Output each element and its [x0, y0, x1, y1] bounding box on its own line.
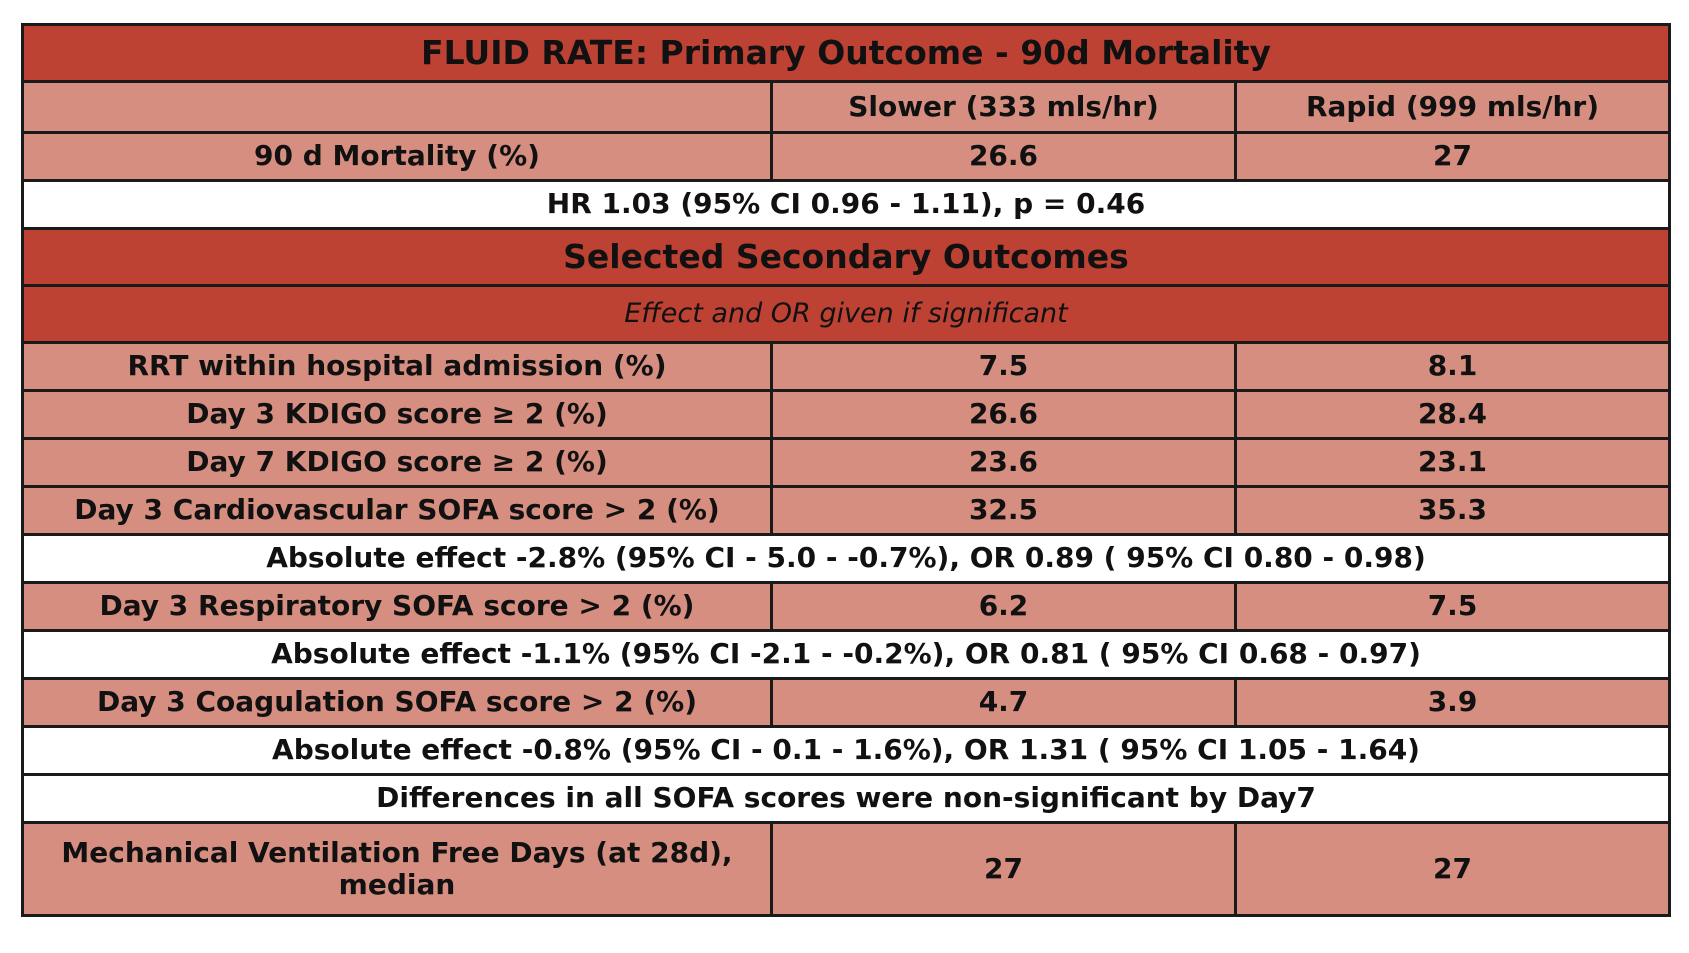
slower-value: 6.2 — [770, 581, 1237, 632]
outcomes-table: FLUID RATE: Primary Outcome - 90d Mortal… — [20, 23, 1672, 917]
table-row: Day 3 KDIGO score ≥ 2 (%) 26.6 28.4 — [21, 389, 1672, 440]
slower-value: 27 — [770, 821, 1237, 917]
slower-value: 32.5 — [770, 485, 1237, 536]
column-header-row: Slower (333 mls/hr) Rapid (999 mls/hr) — [21, 80, 1672, 134]
column-header-slower: Slower (333 mls/hr) — [770, 80, 1237, 134]
note-row: Differences in all SOFA scores were non-… — [20, 773, 1672, 824]
rapid-value: 8.1 — [1233, 341, 1672, 392]
rapid-value: 35.3 — [1233, 485, 1672, 536]
secondary-title: Selected Secondary Outcomes — [20, 227, 1672, 287]
slower-value: 7.5 — [770, 341, 1237, 392]
note-row: Absolute effect -1.1% (95% CI -2.1 - -0.… — [20, 629, 1672, 680]
table-row: Day 3 Coagulation SOFA score > 2 (%) 4.7… — [21, 677, 1672, 728]
table-row: 90 d Mortality (%) 26.6 27 — [21, 131, 1672, 182]
rapid-value: 23.1 — [1233, 437, 1672, 488]
row-label: Day 3 Coagulation SOFA score > 2 (%) — [21, 677, 773, 728]
table-row: Day 3 Respiratory SOFA score > 2 (%) 6.2… — [21, 581, 1672, 632]
rapid-value: 7.5 — [1233, 581, 1672, 632]
table-title-row: FLUID RATE: Primary Outcome - 90d Mortal… — [20, 23, 1672, 83]
rapid-value: 27 — [1233, 821, 1672, 917]
section-title-row: Selected Secondary Outcomes — [20, 227, 1672, 287]
row-label: 90 d Mortality (%) — [21, 131, 773, 182]
rapid-value: 3.9 — [1233, 677, 1672, 728]
slower-value: 23.6 — [770, 437, 1237, 488]
note-row: Absolute effect -0.8% (95% CI - 0.1 - 1.… — [20, 725, 1672, 776]
note-row: HR 1.03 (95% CI 0.96 - 1.11), p = 0.46 — [20, 179, 1672, 230]
table-row: RRT within hospital admission (%) 7.5 8.… — [21, 341, 1672, 392]
row-label: Day 7 KDIGO score ≥ 2 (%) — [21, 437, 773, 488]
sofa-summary-note: Differences in all SOFA scores were non-… — [20, 773, 1672, 824]
effect-note: Absolute effect -0.8% (95% CI - 0.1 - 1.… — [20, 725, 1672, 776]
outcomes-table-container: FLUID RATE: Primary Outcome - 90d Mortal… — [20, 23, 1672, 917]
slower-value: 26.6 — [770, 131, 1237, 182]
table-title: FLUID RATE: Primary Outcome - 90d Mortal… — [20, 23, 1672, 83]
effect-note: Absolute effect -2.8% (95% CI - 5.0 - -0… — [20, 533, 1672, 584]
section-subtitle-row: Effect and OR given if significant — [20, 284, 1672, 344]
note-row: Absolute effect -2.8% (95% CI - 5.0 - -0… — [20, 533, 1672, 584]
rapid-value: 27 — [1233, 131, 1672, 182]
row-label: RRT within hospital admission (%) — [21, 341, 773, 392]
row-label: Day 3 KDIGO score ≥ 2 (%) — [21, 389, 773, 440]
table-row: Day 3 Cardiovascular SOFA score > 2 (%) … — [21, 485, 1672, 536]
primary-note: HR 1.03 (95% CI 0.96 - 1.11), p = 0.46 — [20, 179, 1672, 230]
row-label: Mechanical Ventilation Free Days (at 28d… — [21, 821, 773, 917]
column-header-empty — [21, 80, 773, 134]
rapid-value: 28.4 — [1233, 389, 1672, 440]
table-row: Day 7 KDIGO score ≥ 2 (%) 23.6 23.1 — [21, 437, 1672, 488]
row-label: Day 3 Respiratory SOFA score > 2 (%) — [21, 581, 773, 632]
row-label: Day 3 Cardiovascular SOFA score > 2 (%) — [21, 485, 773, 536]
effect-note: Absolute effect -1.1% (95% CI -2.1 - -0.… — [20, 629, 1672, 680]
secondary-subtitle: Effect and OR given if significant — [20, 284, 1672, 344]
slower-value: 26.6 — [770, 389, 1237, 440]
column-header-rapid: Rapid (999 mls/hr) — [1233, 80, 1672, 134]
slower-value: 4.7 — [770, 677, 1237, 728]
table-row: Mechanical Ventilation Free Days (at 28d… — [21, 821, 1672, 917]
